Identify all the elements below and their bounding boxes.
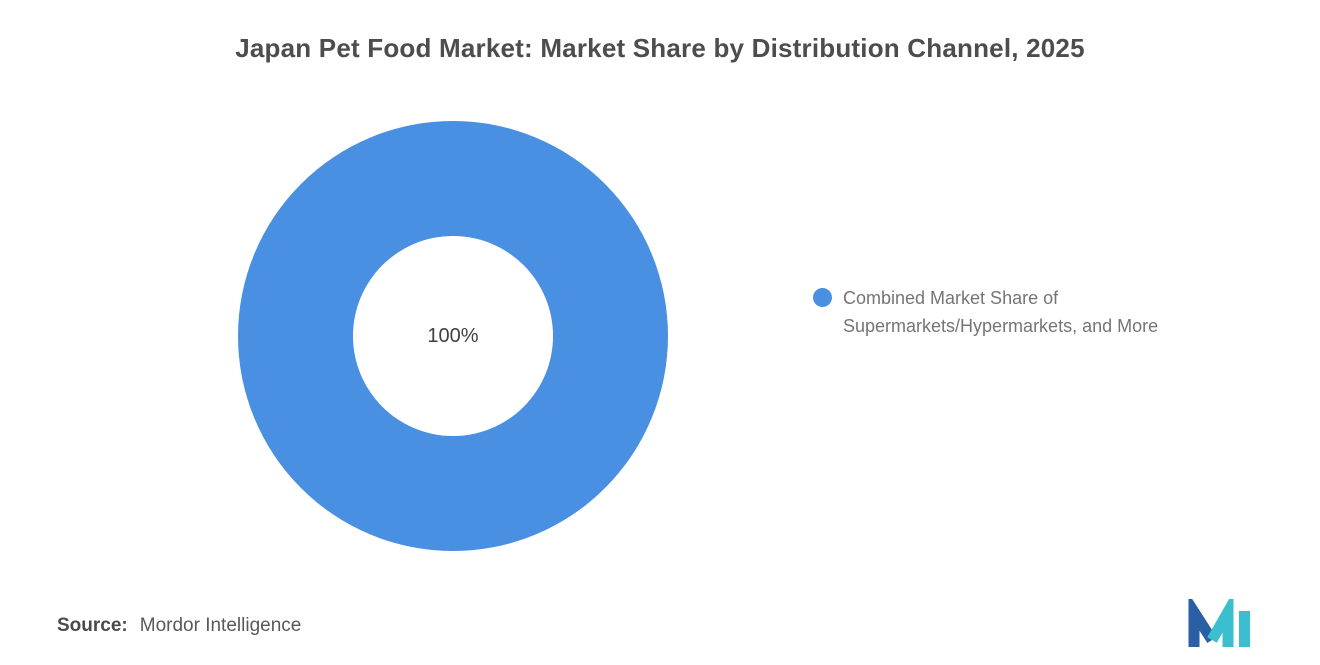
chart-title: Japan Pet Food Market: Market Share by D… xyxy=(235,33,1085,63)
legend-label-line2: Supermarkets/Hypermarkets, and More xyxy=(843,316,1159,336)
legend-marker[interactable] xyxy=(813,288,832,307)
logo-left-stroke xyxy=(1188,593,1217,647)
legend-label: Combined Market Share of Supermarkets/Hy… xyxy=(843,284,1158,340)
legend: Combined Market Share of Supermarkets/Hy… xyxy=(813,284,1158,340)
mordor-intelligence-logo xyxy=(1188,591,1250,649)
donut-center-label: 100% xyxy=(427,324,479,347)
donut-chart: 100% xyxy=(238,121,668,551)
donut-hole: 100% xyxy=(353,236,553,436)
source-label: Source: xyxy=(57,615,128,636)
logo-bar xyxy=(1239,611,1250,647)
source-line: Source: Mordor Intelligence xyxy=(57,615,301,637)
source-value: Mordor Intelligence xyxy=(139,615,302,636)
logo-right-stroke xyxy=(1207,591,1234,647)
legend-label-line1: Combined Market Share of xyxy=(843,288,1059,308)
